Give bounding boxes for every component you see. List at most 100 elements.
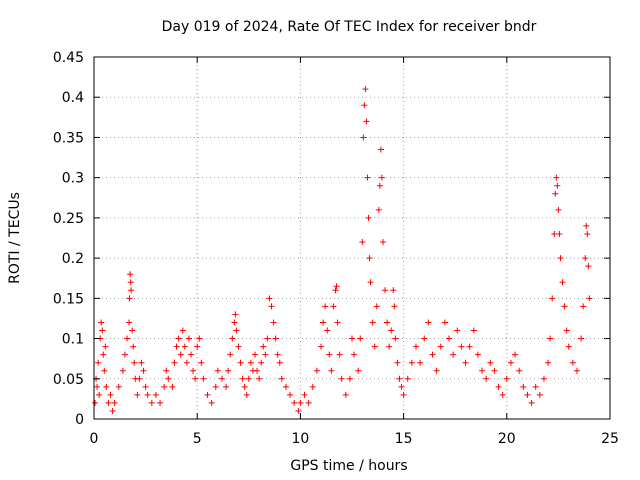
data-point: [396, 375, 403, 382]
data-point: [157, 399, 164, 406]
data-point: [391, 303, 398, 310]
data-point: [557, 255, 564, 262]
data-point: [580, 303, 587, 310]
data-point: [446, 335, 453, 342]
data-point: [276, 359, 283, 366]
data-point: [474, 351, 481, 358]
data-point: [382, 287, 389, 294]
data-point: [390, 287, 397, 294]
axes: 0 5 10 15 20 25 0 0.05 0.1 0.15 0.2 0.25 0.3 0.35 0.4 0…: [53, 50, 619, 447]
data-point: [305, 399, 312, 406]
data-point: [554, 182, 561, 189]
y-tick-label: 0: [75, 412, 84, 428]
data-point: [225, 367, 232, 374]
data-point: [148, 399, 155, 406]
data-point: [192, 375, 199, 382]
data-point: [359, 239, 366, 246]
data-point: [425, 319, 432, 326]
data-point: [553, 174, 560, 181]
data-point: [301, 391, 308, 398]
data-point: [229, 335, 236, 342]
data-point: [357, 335, 364, 342]
data-point: [584, 230, 591, 237]
data-point: [369, 319, 376, 326]
data-point: [100, 351, 107, 358]
data-point: [512, 351, 519, 358]
data-point: [262, 351, 269, 358]
data-point: [367, 279, 374, 286]
data-point: [177, 351, 184, 358]
data-point: [268, 303, 275, 310]
data-point: [532, 383, 539, 390]
data-point: [173, 343, 180, 350]
data-point: [578, 335, 585, 342]
data-point: [107, 391, 114, 398]
data-point: [223, 383, 230, 390]
grid: [94, 57, 610, 419]
y-tick-label: 0.15: [53, 291, 84, 307]
data-point: [583, 222, 590, 229]
data-point: [142, 383, 149, 390]
data-point: [362, 86, 369, 93]
data-point: [400, 391, 407, 398]
data-point: [134, 391, 141, 398]
data-point: [92, 399, 99, 406]
data-point: [101, 367, 108, 374]
data-point: [264, 335, 271, 342]
data-point: [241, 383, 248, 390]
data-point: [185, 335, 192, 342]
data-point: [586, 295, 593, 302]
data-point: [366, 255, 373, 262]
data-point: [196, 335, 203, 342]
y-axis-label: ROTI / TECUs: [7, 192, 23, 284]
data-point: [551, 230, 558, 237]
data-point: [540, 375, 547, 382]
data-point: [429, 351, 436, 358]
data-point: [392, 335, 399, 342]
data-point: [127, 279, 134, 286]
data-point: [412, 343, 419, 350]
data-point: [235, 343, 242, 350]
data-point: [247, 359, 254, 366]
data-point: [163, 367, 170, 374]
data-point: [260, 343, 267, 350]
data-point: [466, 343, 473, 350]
data-point: [373, 303, 380, 310]
data-point: [232, 311, 239, 318]
data-point: [334, 319, 341, 326]
data-point: [119, 367, 126, 374]
data-point: [243, 391, 250, 398]
data-point: [417, 359, 424, 366]
data-point: [256, 375, 263, 382]
data-point: [378, 174, 385, 181]
data-point: [573, 367, 580, 374]
data-point: [212, 383, 219, 390]
y-tick-label: 0.35: [53, 130, 84, 146]
data-point: [330, 303, 337, 310]
data-point: [181, 343, 188, 350]
data-point: [208, 399, 215, 406]
data-point: [227, 351, 234, 358]
x-tick-label: 0: [90, 431, 99, 447]
data-point: [349, 335, 355, 342]
data-point: [126, 319, 133, 326]
data-point: [98, 319, 105, 326]
y-tick-label: 0.05: [53, 372, 84, 388]
data-point: [549, 295, 556, 302]
data-point: [491, 367, 498, 374]
data-point: [272, 335, 279, 342]
data-point: [270, 319, 277, 326]
data-point: [144, 391, 151, 398]
data-point: [556, 230, 563, 237]
data-point: [274, 351, 281, 358]
data-point: [363, 118, 370, 125]
chart-title: Day 019 of 2024, Rate Of TEC Index for r…: [162, 19, 537, 35]
data-point: [214, 367, 221, 374]
data-point: [351, 351, 358, 358]
data-point: [138, 359, 145, 366]
data-point: [338, 375, 345, 382]
data-point: [462, 359, 469, 366]
data-points: [92, 86, 593, 414]
data-point: [194, 343, 201, 350]
